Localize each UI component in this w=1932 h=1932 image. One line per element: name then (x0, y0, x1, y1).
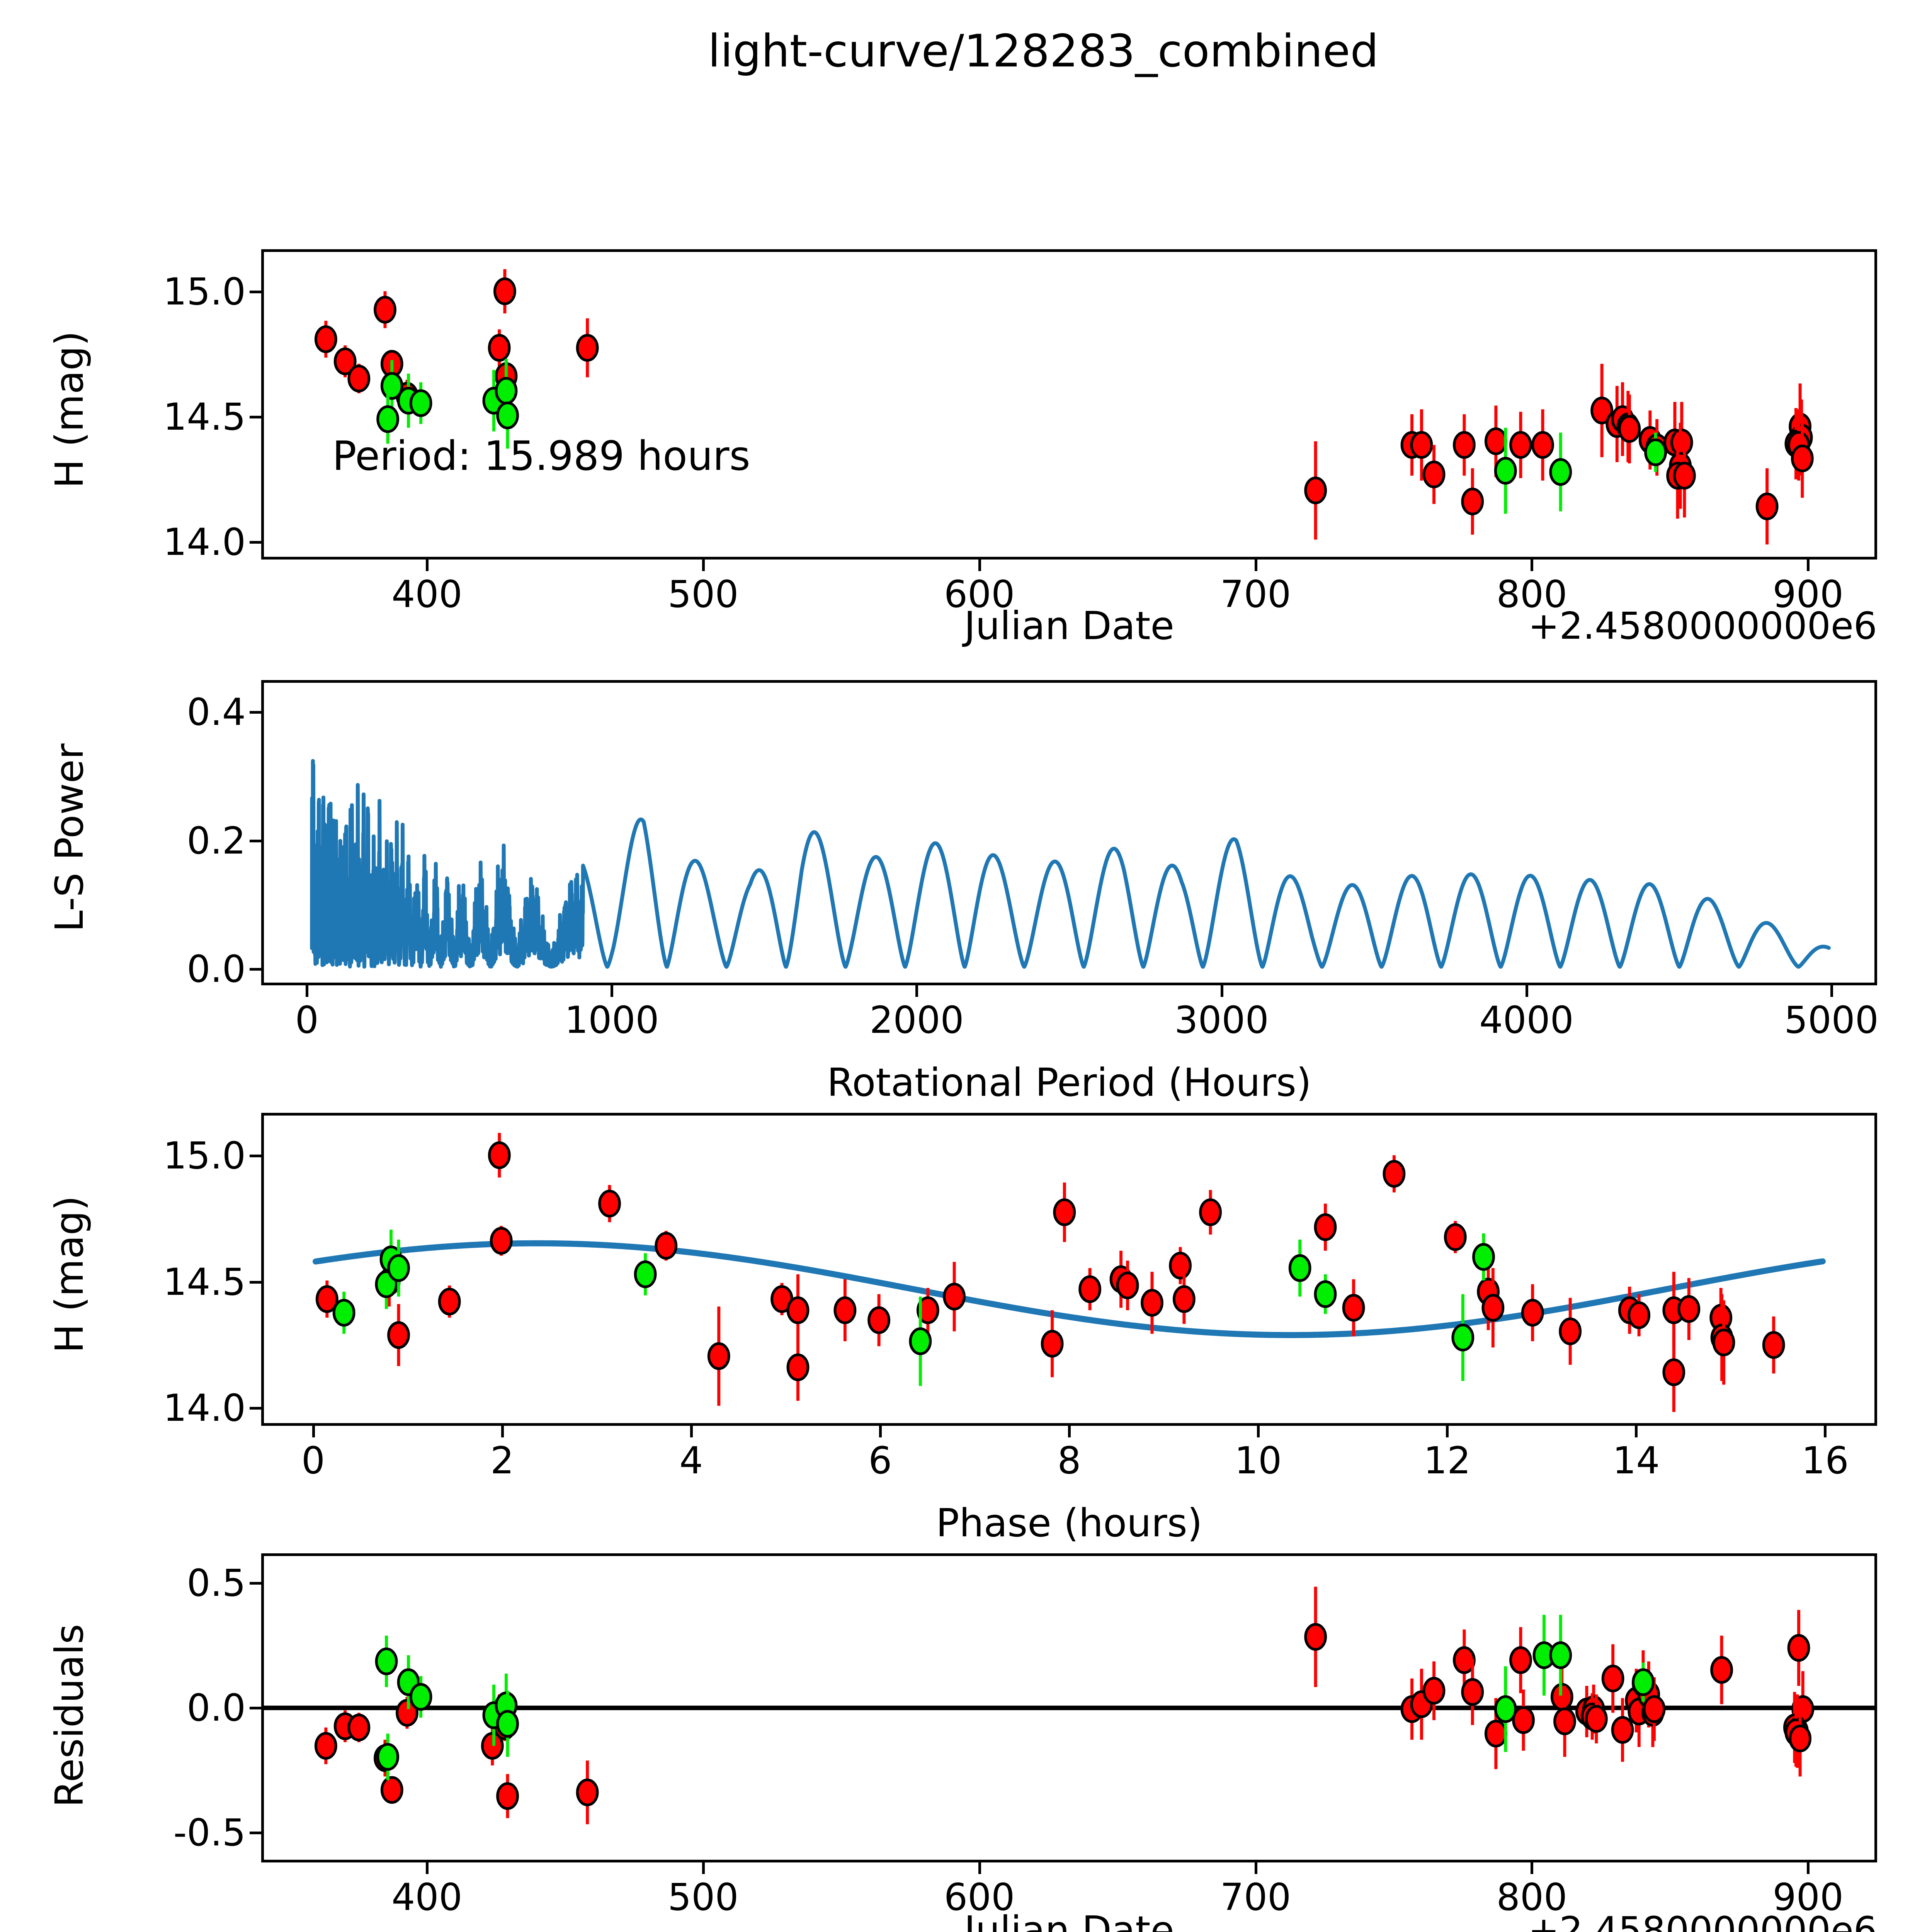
tick-label: 0 (301, 1439, 325, 1482)
tick-label: 500 (668, 573, 739, 616)
tick-mark (915, 985, 918, 997)
tick-mark (690, 1426, 693, 1437)
tick-mark (1446, 1426, 1449, 1437)
tick-label: 15.0 (163, 1134, 246, 1178)
tick-mark (425, 1862, 429, 1874)
tick-label: 400 (391, 573, 463, 616)
tick-mark (250, 1707, 261, 1709)
tick-mark (250, 415, 261, 418)
tick-mark (306, 985, 309, 997)
phasefold-plot-area (313, 1133, 1826, 1412)
tick-label: 800 (1496, 573, 1568, 616)
lightcurve-plot-area (314, 269, 1814, 545)
phasefold-xlabel: Phase (hours) (936, 1500, 1202, 1546)
tick-mark (1068, 1426, 1071, 1437)
panel-phasefold (261, 1113, 1877, 1426)
tick-label: 0.4 (187, 690, 246, 734)
tick-label: 2 (490, 1439, 514, 1482)
tick-label: 0.0 (187, 1686, 246, 1730)
residuals-plot-area (264, 1587, 1874, 1825)
tick-label: 0.0 (187, 947, 246, 991)
tick-mark (425, 560, 429, 571)
residuals-xlabel: Julian Date (964, 1908, 1174, 1932)
tick-mark (250, 1407, 261, 1410)
periodogram-plot-area (310, 759, 1831, 969)
tick-label: 4000 (1479, 998, 1574, 1042)
tick-mark (611, 985, 614, 997)
tick-mark (1220, 985, 1223, 997)
residuals-ylabel: Residuals (47, 1624, 92, 1808)
tick-mark (702, 560, 705, 571)
tick-label: 500 (668, 1876, 739, 1919)
tick-label: 5000 (1784, 998, 1879, 1042)
tick-label: 600 (944, 1876, 1015, 1919)
periodogram-xlabel: Rotational Period (Hours) (827, 1060, 1311, 1105)
tick-mark (501, 1426, 504, 1437)
tick-label: 14 (1612, 1439, 1660, 1482)
tick-mark (250, 711, 261, 714)
tick-mark (1830, 985, 1833, 997)
tick-mark (702, 1862, 705, 1874)
tick-mark (1824, 1426, 1827, 1437)
tick-label: 900 (1772, 1876, 1844, 1919)
tick-label: 0 (295, 998, 319, 1042)
tick-label: 700 (1220, 573, 1291, 616)
tick-label: 900 (1772, 573, 1844, 616)
tick-mark (250, 1831, 261, 1834)
tick-mark (250, 541, 261, 544)
tick-mark (1525, 985, 1528, 997)
phasefold-ylabel: H (mag) (47, 1196, 92, 1353)
tick-label: 14.0 (163, 520, 246, 564)
tick-mark (1257, 1426, 1260, 1437)
tick-label: 4 (679, 1439, 703, 1482)
tick-label: 400 (391, 1876, 463, 1919)
tick-mark (312, 1426, 315, 1437)
tick-mark (250, 1281, 261, 1284)
tick-mark (1807, 560, 1810, 571)
tick-label: 16 (1801, 1439, 1849, 1482)
tick-label: 2000 (869, 998, 964, 1042)
tick-mark (1254, 560, 1257, 571)
tick-label: 700 (1220, 1876, 1291, 1919)
tick-label: 1000 (565, 998, 659, 1042)
panel-residuals (261, 1553, 1877, 1862)
tick-mark (978, 560, 981, 571)
tick-label: 600 (944, 573, 1015, 616)
tick-label: 0.2 (187, 819, 246, 862)
tick-mark (879, 1426, 882, 1437)
tick-label: 14.5 (163, 395, 246, 439)
tick-mark (250, 839, 261, 842)
tick-label: 14.0 (163, 1386, 246, 1430)
tick-label: 12 (1423, 1439, 1471, 1482)
tick-mark (1807, 1862, 1810, 1874)
tick-label: 14.5 (163, 1260, 246, 1304)
tick-label: 6 (868, 1439, 892, 1482)
tick-mark (1531, 1862, 1534, 1874)
tick-label: 3000 (1174, 998, 1269, 1042)
tick-mark (978, 1862, 981, 1874)
tick-mark (250, 1582, 261, 1585)
tick-mark (1635, 1426, 1638, 1437)
panel-lightcurve (261, 249, 1877, 560)
lightcurve-xlabel: Julian Date (964, 603, 1174, 648)
lightcurve-x-offset-text: +2.4580000000e6 (1528, 604, 1877, 648)
lightcurve-ylabel: H (mag) (47, 331, 92, 488)
panel-periodogram (261, 680, 1877, 985)
lightcurve-period-annotation: Period: 15.989 hours (332, 432, 750, 480)
tick-mark (1531, 560, 1534, 571)
tick-mark (250, 291, 261, 294)
periodogram-ylabel: L-S Power (47, 743, 92, 932)
tick-mark (1254, 1862, 1257, 1874)
tick-label: 800 (1496, 1876, 1568, 1919)
tick-label: -0.5 (173, 1811, 246, 1854)
tick-label: 8 (1057, 1439, 1081, 1482)
tick-label: 15.0 (163, 270, 246, 314)
tick-mark (250, 968, 261, 971)
tick-label: 0.5 (187, 1561, 246, 1605)
tick-label: 10 (1235, 1439, 1282, 1482)
residuals-x-offset-text: +2.4580000000e6 (1528, 1909, 1877, 1932)
tick-mark (250, 1155, 261, 1158)
figure-title: light-curve/128283_combined (708, 25, 1379, 77)
